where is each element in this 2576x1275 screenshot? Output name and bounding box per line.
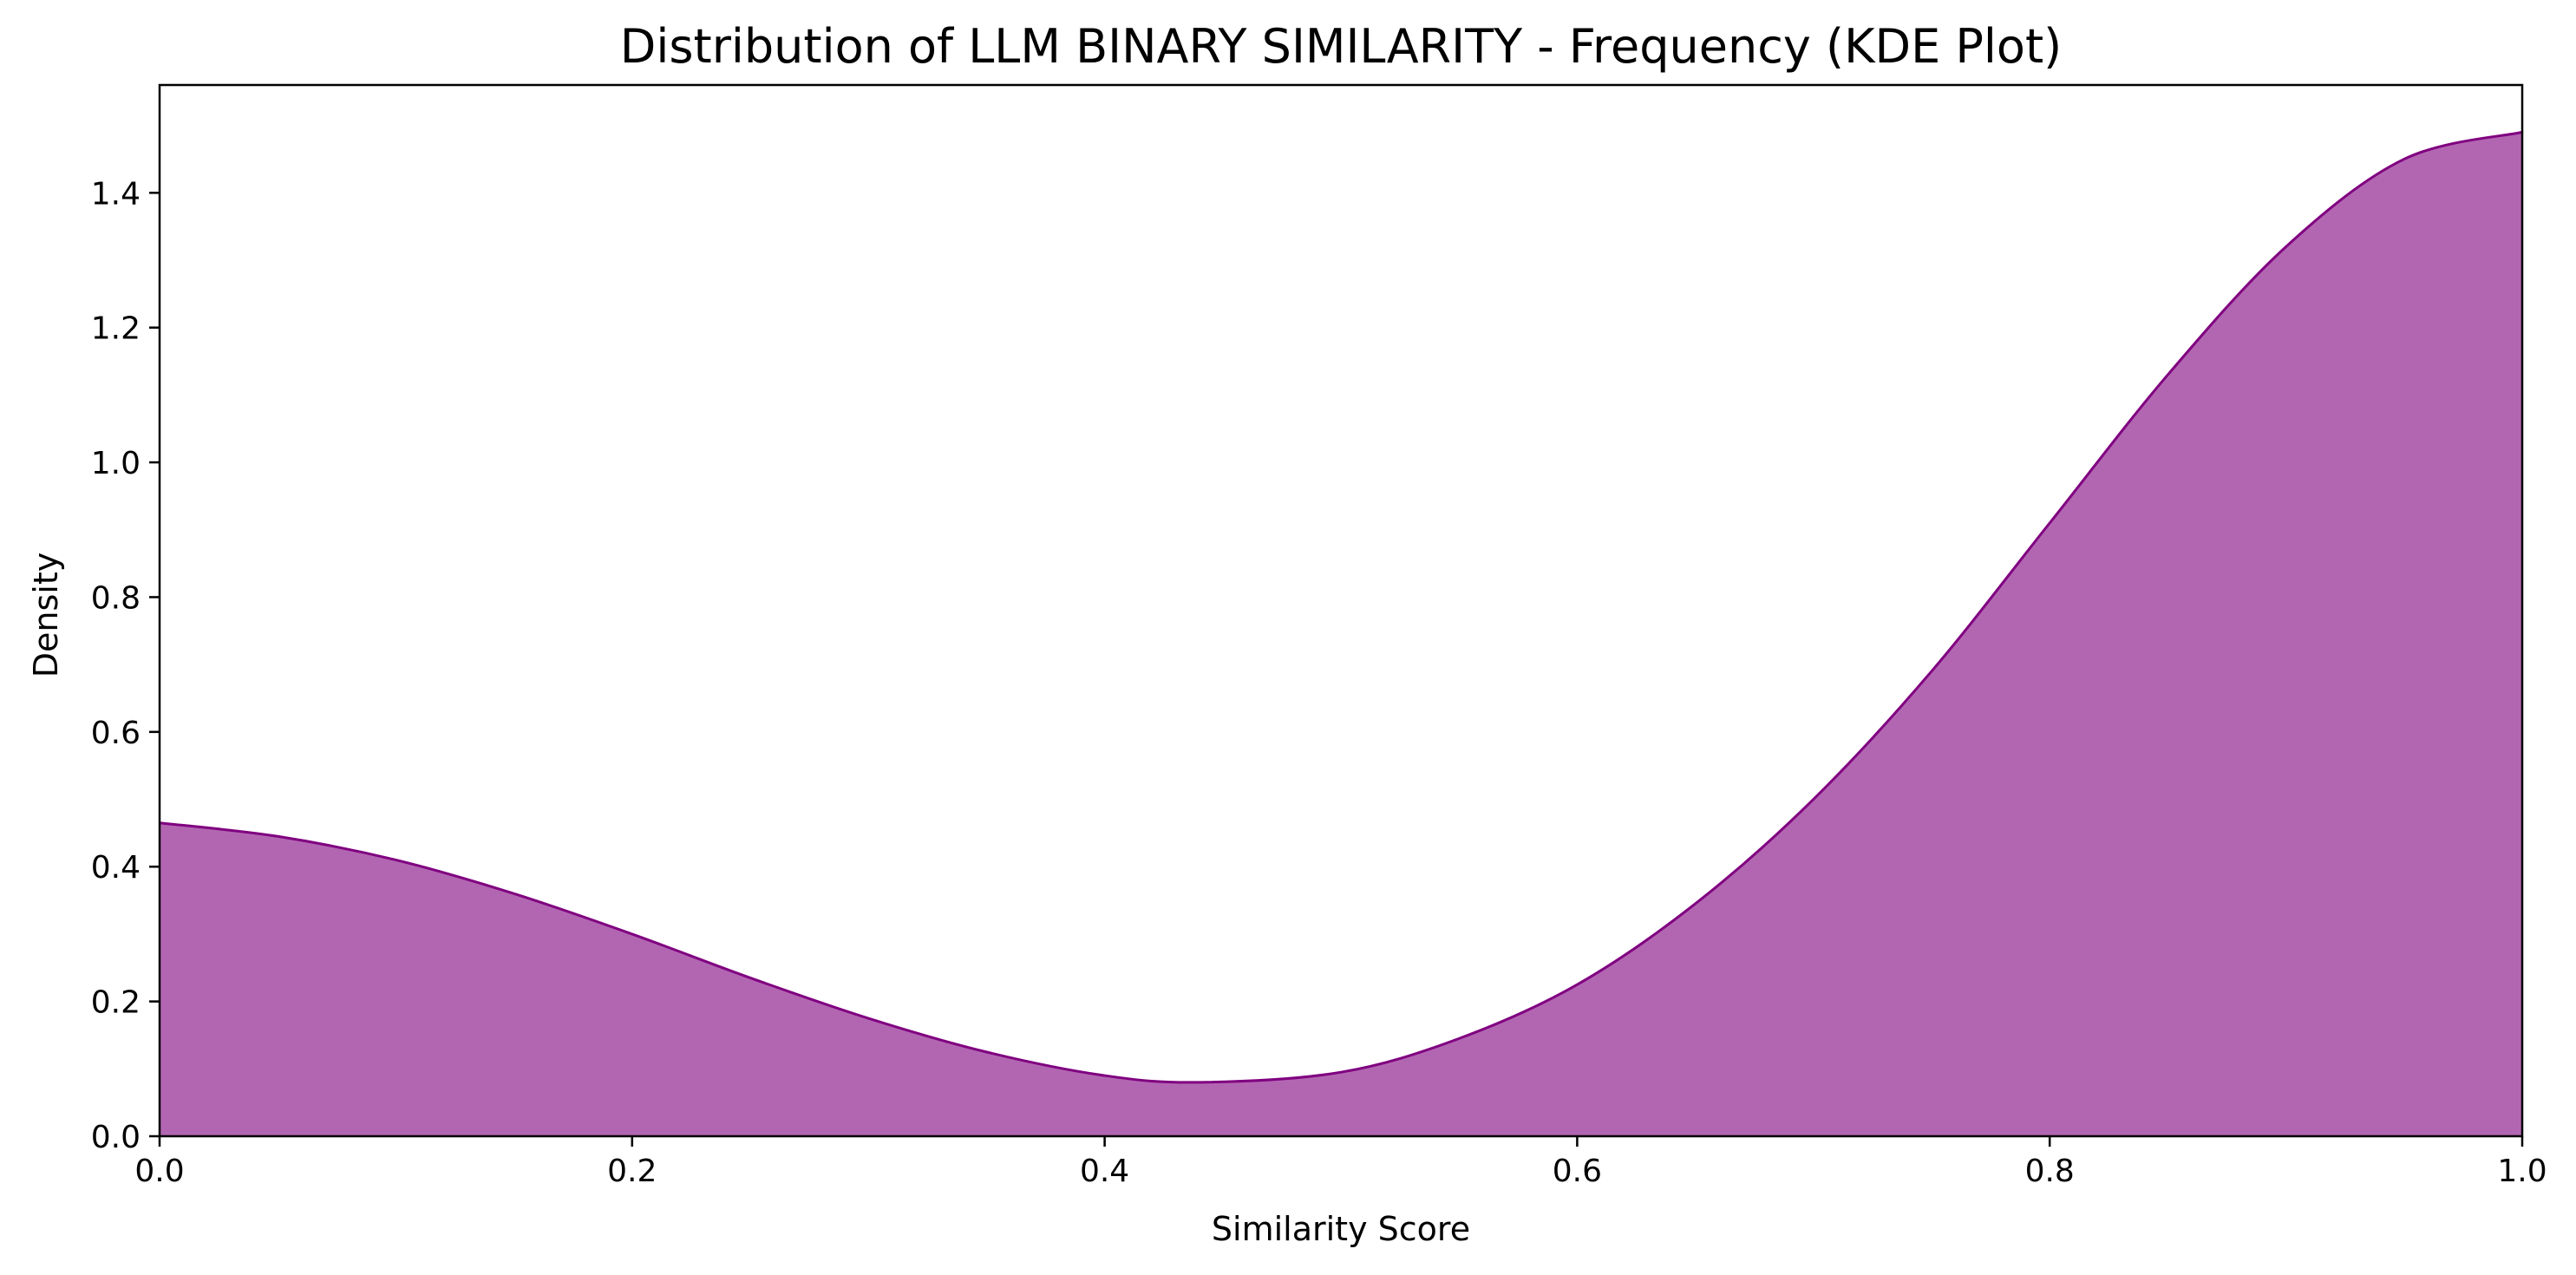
y-tick-label: 1.2 <box>91 311 141 347</box>
axes-frame <box>158 83 2524 1138</box>
y-tick-label: 0.8 <box>91 580 141 616</box>
x-axis-title: Similarity Score <box>1212 1210 1470 1248</box>
x-tick-label: 0.8 <box>2025 1154 2075 1189</box>
chart-title: Distribution of LLM BINARY SIMILARITY - … <box>620 19 2062 74</box>
y-tick-label: 0.2 <box>91 985 141 1021</box>
plot-area <box>159 130 2523 1136</box>
y-axis-title: Density <box>27 552 65 677</box>
y-tick-label: 0.0 <box>91 1120 141 1155</box>
y-tick-label: 0.4 <box>91 850 141 886</box>
kde-area-fill <box>160 132 2522 1136</box>
y-tick-label: 1.0 <box>91 446 141 481</box>
x-tick-label: 1.0 <box>2497 1154 2547 1189</box>
x-tick-label: 0.0 <box>134 1154 184 1189</box>
y-tick-label: 1.4 <box>91 176 141 212</box>
axes: 0.0 0.2 0.4 0.6 0.8 1.0 0.0 0.2 0.4 0.6 0.8 1.0 1.2 1… <box>91 83 2547 1189</box>
x-tick-label: 0.4 <box>1080 1154 1129 1189</box>
y-tick-label: 0.6 <box>91 716 141 751</box>
kde-density-line <box>159 130 2523 1084</box>
x-tick-label: 0.2 <box>607 1154 657 1189</box>
x-tick-label: 0.6 <box>1553 1154 1602 1189</box>
